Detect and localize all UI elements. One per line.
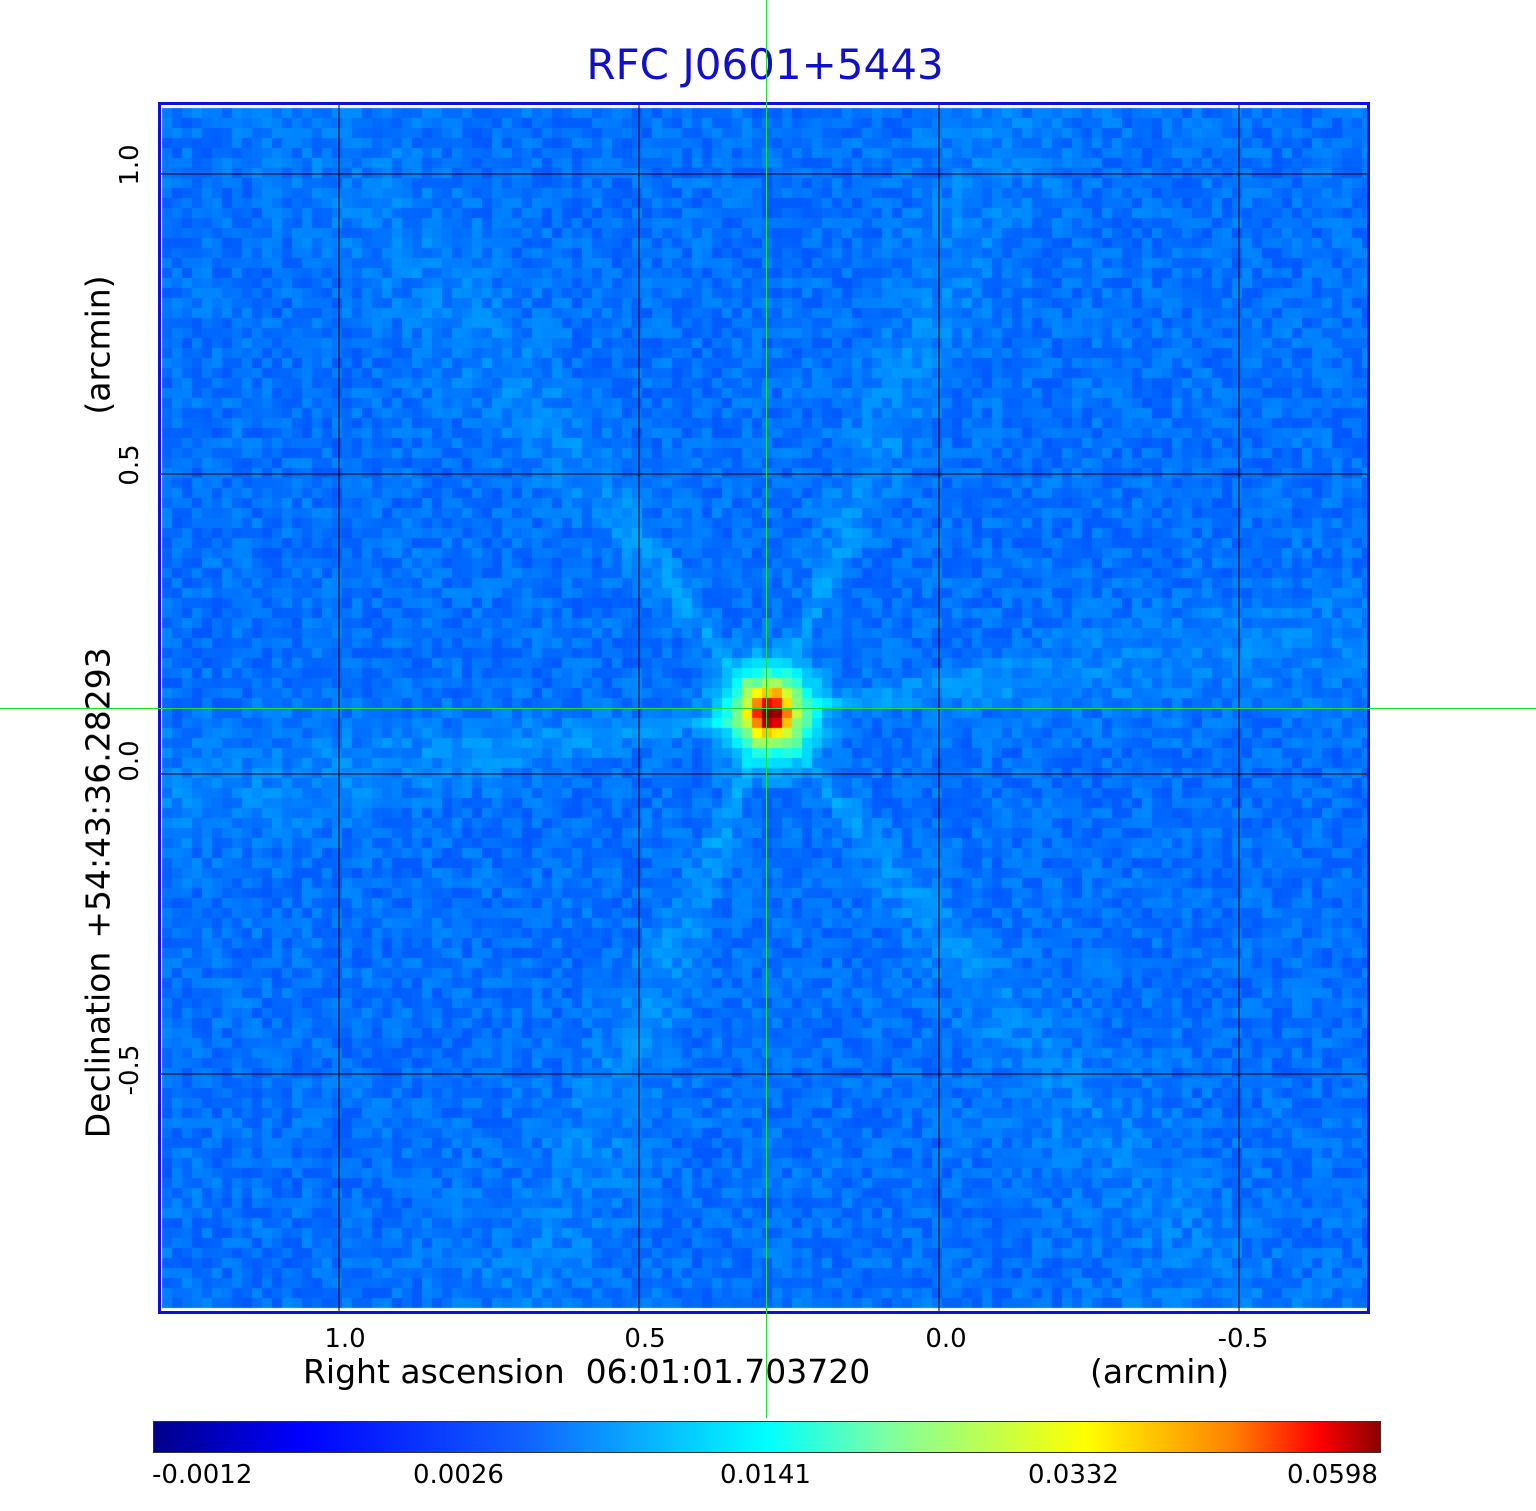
colorbar-tick-label: 0.0141 xyxy=(720,1460,811,1490)
colorbar-tick-label: 0.0598 xyxy=(1287,1460,1378,1490)
y-tick-label: -0.5 xyxy=(115,1044,145,1096)
y-axis-label: Declination xyxy=(78,951,118,1139)
y-tick-label: 0.0 xyxy=(115,740,145,782)
x-tick-label: -0.5 xyxy=(1217,1324,1269,1354)
colorbar xyxy=(153,1421,1381,1453)
y-axis-center-coordinate: +54:43:36.28293 xyxy=(78,647,118,939)
crosshair-horizontal xyxy=(0,708,1536,709)
x-tick-label: 1.0 xyxy=(324,1324,366,1354)
x-axis-label: Right ascension 06:01:01.703720 xyxy=(303,1352,871,1391)
colorbar-tick-label: 0.0026 xyxy=(413,1460,504,1490)
colorbar-tick-label: 0.0332 xyxy=(1028,1460,1119,1490)
y-tick-label: 1.0 xyxy=(115,144,145,186)
x-tick-label: 0.5 xyxy=(624,1324,666,1354)
colorbar-tick-label: -0.0012 xyxy=(152,1460,253,1490)
y-axis-unit: (arcmin) xyxy=(78,275,118,415)
crosshair-vertical xyxy=(766,0,767,1418)
x-tick-label: 0.0 xyxy=(925,1324,967,1354)
plot-title: RFC J0601+5443 xyxy=(586,40,944,89)
y-tick-label: 0.5 xyxy=(115,444,145,486)
x-axis-unit: (arcmin) xyxy=(1090,1352,1230,1391)
